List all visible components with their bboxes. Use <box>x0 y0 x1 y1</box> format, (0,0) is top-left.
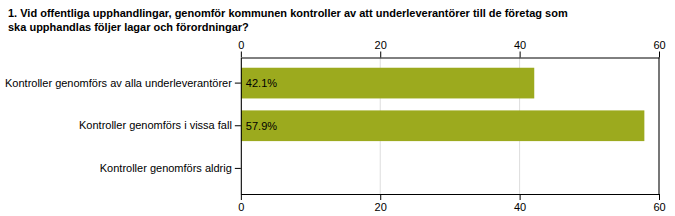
tick-label: Kontroller genomförs av alla underlevera… <box>5 77 232 89</box>
title-line: ska upphandlas följer lagar och förordni… <box>8 21 249 33</box>
tick: 20 <box>375 194 387 213</box>
frame-line <box>659 58 660 195</box>
tick: 60 <box>653 39 665 58</box>
tick-label: 60 <box>653 39 665 51</box>
tick-mark <box>241 194 242 200</box>
tick: 40 <box>514 39 526 58</box>
grid <box>241 58 659 195</box>
axis-line <box>241 194 659 195</box>
bar <box>241 110 645 141</box>
tick-mark <box>241 52 242 58</box>
data-labels: 42.1% 57.9% <box>246 77 277 132</box>
data-label: 42.1% <box>246 77 277 89</box>
tick-mark <box>380 52 381 58</box>
tick-mark <box>659 194 660 200</box>
tick-label: 40 <box>514 39 526 51</box>
tick-label: Kontroller genomförs aldrig <box>100 162 232 174</box>
tick: Kontroller genomförs i vissa fall <box>79 119 241 131</box>
grid-line <box>659 58 660 195</box>
x-axis-bottom: 0 20 40 60 <box>238 194 665 213</box>
tick: 0 <box>238 194 244 213</box>
tick-label: 20 <box>375 39 387 51</box>
tick-label: 40 <box>514 201 526 213</box>
bar <box>241 68 534 99</box>
tick: 60 <box>653 194 665 213</box>
axis-line <box>241 58 242 195</box>
tick-mark <box>235 125 241 126</box>
tick: Kontroller genomförs aldrig <box>100 162 241 174</box>
tick: 0 <box>238 39 244 58</box>
axis-line <box>241 58 659 59</box>
tick-mark <box>380 194 381 200</box>
tick-label: 0 <box>238 39 244 51</box>
tick-mark <box>520 194 521 200</box>
x-axis-top: 0 20 40 60 <box>238 39 665 59</box>
tick-label: 20 <box>375 201 387 213</box>
chart: 1. Vid offentliga upphandlingar, genomfö… <box>0 0 675 216</box>
tick-label: 0 <box>238 201 244 213</box>
tick-mark <box>235 83 241 84</box>
tick-label: Kontroller genomförs i vissa fall <box>79 119 232 131</box>
tick-mark <box>659 52 660 58</box>
title: 1. Vid offentliga upphandlingar, genomfö… <box>8 7 568 33</box>
y-axis: Kontroller genomförs av alla underlevera… <box>5 58 241 195</box>
tick-mark <box>235 168 241 169</box>
bars <box>241 68 645 141</box>
tick: 40 <box>514 194 526 213</box>
tick: 20 <box>375 39 387 58</box>
tick-label: 60 <box>653 201 665 213</box>
tick-mark <box>520 52 521 58</box>
title-line: 1. Vid offentliga upphandlingar, genomfö… <box>8 7 568 19</box>
tick: Kontroller genomförs av alla underlevera… <box>5 77 241 89</box>
data-label: 57.9% <box>246 120 277 132</box>
